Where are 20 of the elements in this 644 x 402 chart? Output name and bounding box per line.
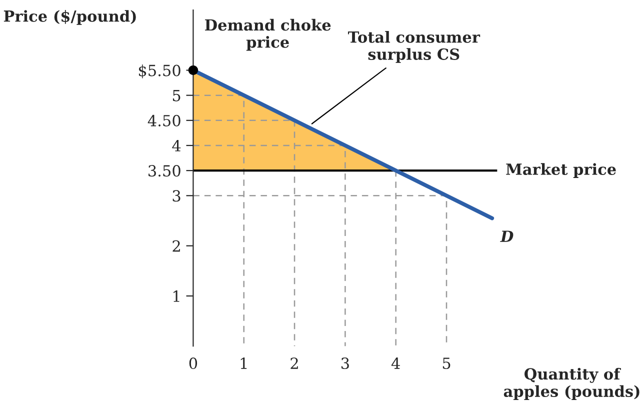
x-tick-label: 1 xyxy=(240,358,247,369)
x-tick-label: 0 xyxy=(189,358,198,370)
x-axis-title: Quantity of apples (pounds) xyxy=(504,368,640,400)
y-tick-label: $5.50 xyxy=(138,64,180,78)
y-tick-label: 2 xyxy=(172,240,180,252)
y-axis-title: Price ($/pound) xyxy=(4,10,136,25)
y-tick-label: 5 xyxy=(172,90,180,102)
y-tick-label: 4.50 xyxy=(148,114,180,126)
y-tick-label: 3.50 xyxy=(148,165,180,177)
annotation: Total consumer surplus CS xyxy=(348,31,480,63)
x-tick-label: 5 xyxy=(442,358,450,370)
x-tick-label: 3 xyxy=(341,358,349,370)
x-tick-label: 4 xyxy=(391,358,400,369)
annotation: D xyxy=(500,230,514,242)
y-tick-label: 4 xyxy=(172,140,181,152)
y-tick-label: 1 xyxy=(174,290,180,302)
ref-line-label: Market price xyxy=(506,163,616,178)
y-tick-label: 3 xyxy=(172,190,180,202)
x-tick-label: 2 xyxy=(290,358,298,369)
annotation: Demand choke price xyxy=(205,18,331,51)
